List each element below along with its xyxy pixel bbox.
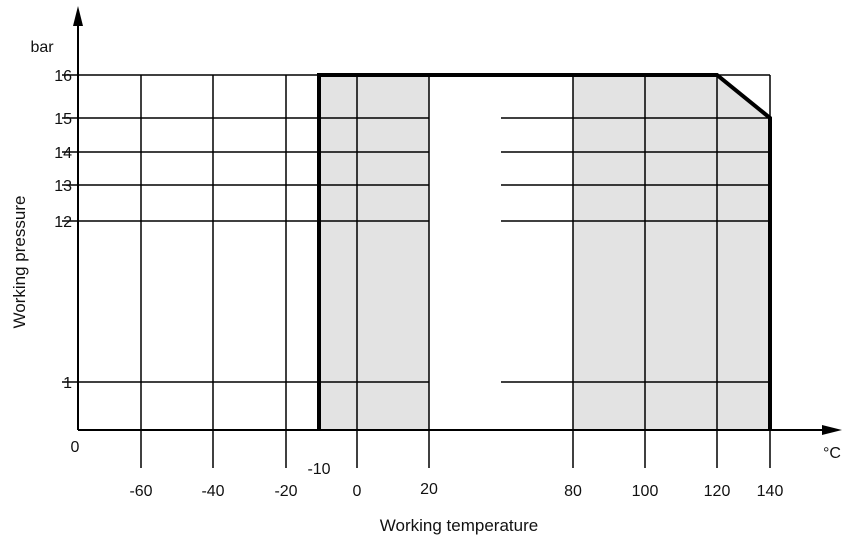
x-tick-label-120: 120 xyxy=(704,483,731,500)
axes xyxy=(73,6,842,435)
y-tick-label-16: 16 xyxy=(54,68,72,85)
x-tick-label-80: 80 xyxy=(564,483,582,500)
y-tick-label-1: 1 xyxy=(63,375,72,392)
x-unit-label: °C xyxy=(823,445,841,462)
x-tick-label-0: 0 xyxy=(353,483,362,500)
y-axis-title: Working pressure xyxy=(10,196,29,329)
x-tick-label--40: -40 xyxy=(201,483,224,500)
origin-label: 0 xyxy=(71,439,80,456)
y-tick-label-13: 13 xyxy=(54,178,72,195)
y-tick-label-12: 12 xyxy=(54,214,72,231)
shaded-regions xyxy=(319,75,770,430)
x-axis-title: Working temperature xyxy=(380,516,538,535)
y-tick-label-14: 14 xyxy=(54,145,72,162)
x-tick-label-100: 100 xyxy=(632,483,659,500)
grid-lines xyxy=(62,74,771,468)
y-axis-arrow-icon xyxy=(73,6,83,26)
y-unit-label: bar xyxy=(30,39,54,56)
shaded-region-1 xyxy=(573,75,770,430)
shaded-region-0 xyxy=(319,75,429,430)
chart-labels: 16 15 14 13 12 1 -60 -40 -20 -10 0 20 80 100 120 140 0 ba… xyxy=(10,39,841,535)
x-tick-label-20: 20 xyxy=(420,481,438,498)
operating-envelope xyxy=(317,73,772,430)
x-axis-arrow-icon xyxy=(822,425,842,435)
envelope-line xyxy=(317,73,772,430)
x-tick-label-140: 140 xyxy=(757,483,784,500)
x-tick-label--60: -60 xyxy=(129,483,152,500)
y-tick-label-15: 15 xyxy=(54,111,72,128)
x-tick-label--20: -20 xyxy=(274,483,297,500)
x-tick-label--10: -10 xyxy=(307,461,330,478)
